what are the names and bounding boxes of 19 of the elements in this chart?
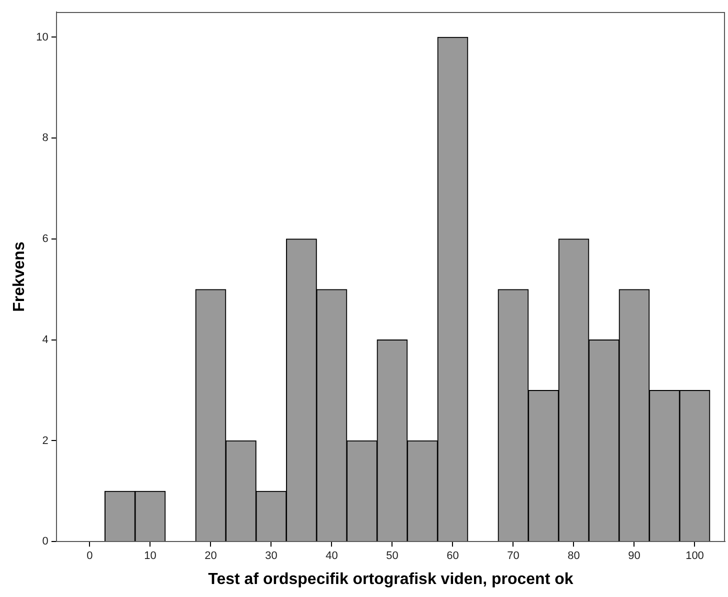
x-tick-label: 60 [446,550,459,562]
y-tick-label: 10 [36,31,48,44]
y-tick-label: 8 [42,132,48,144]
x-tick-label: 80 [568,550,580,562]
x-tick-label: 30 [265,550,278,562]
y-tick-label: 6 [42,233,48,246]
y-tick-label: 0 [42,536,48,548]
x-tick-label: 0 [86,550,93,562]
x-tick-label: 40 [326,550,338,562]
x-tick-label: 50 [386,550,398,562]
y-tick-label: 2 [42,434,48,447]
x-axis-title: Test af ordspecifik ortografisk viden, procent ok [208,570,574,588]
x-tick-label: 90 [628,550,640,562]
x-tick-label: 20 [204,550,217,562]
y-tick-label: 4 [42,334,48,346]
x-tick-label: 70 [507,550,520,562]
x-tick-label: 100 [686,550,704,562]
x-tick-label: 10 [144,550,156,562]
y-axis-title: Frekvens [11,242,28,312]
